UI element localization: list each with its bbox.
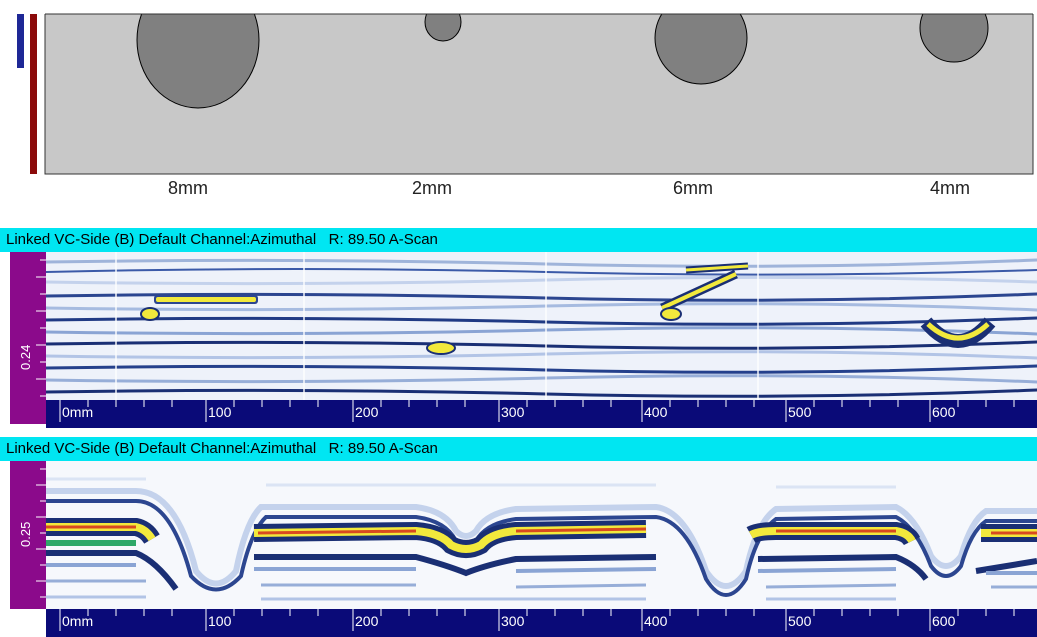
blue-indicator-bar xyxy=(17,14,24,68)
scan-banding xyxy=(46,477,1037,601)
distance-ruler: 0mm 100 200 300 400 500 600 xyxy=(46,400,1037,428)
defect-8mm xyxy=(136,0,260,109)
b-scan-image[interactable] xyxy=(46,461,1037,609)
ruler-label-600: 600 xyxy=(932,404,956,420)
depth-scale: 0.24 xyxy=(10,252,46,424)
depth-scale: 0.25 xyxy=(10,461,46,609)
red-indicator-bar xyxy=(30,14,37,174)
pipe-section-view xyxy=(0,0,1037,175)
ruler-label-600: 600 xyxy=(932,613,956,629)
defect-label-8mm: 8mm xyxy=(168,178,208,198)
distance-ruler: 0mm 100 200 300 400 500 600 xyxy=(46,609,1037,637)
ruler-label-300: 300 xyxy=(501,613,525,629)
depth-value: 0.25 xyxy=(18,521,33,547)
defect-diagram: 8mm 2mm 6mm 4mm xyxy=(0,0,1037,222)
ruler-label-500: 500 xyxy=(788,404,812,420)
defect-4mm xyxy=(919,0,989,63)
ruler-label-100: 100 xyxy=(208,613,232,629)
ruler-label-500: 500 xyxy=(788,613,812,629)
defect-indications xyxy=(140,262,996,355)
backwall-echo xyxy=(46,518,1037,558)
defect-label-2mm: 2mm xyxy=(412,178,452,198)
ruler-label-200: 200 xyxy=(355,613,379,629)
defect-6mm xyxy=(654,0,748,85)
ruler-label-400: 400 xyxy=(644,613,668,629)
depth-value: 0.24 xyxy=(18,344,33,370)
ruler-label-100: 100 xyxy=(208,404,232,420)
scan-seams xyxy=(115,252,759,400)
ruler-label-400: 400 xyxy=(644,404,668,420)
ruler-label-200: 200 xyxy=(355,404,379,420)
ruler-label-300: 300 xyxy=(501,404,525,420)
b-scan-image[interactable] xyxy=(46,252,1037,400)
scan-panel-1: Linked VC-Side (B) Default Channel:Azimu… xyxy=(0,228,1037,428)
defect-label-4mm: 4mm xyxy=(930,178,970,198)
ruler-label-0: 0mm xyxy=(62,404,94,420)
scan-panel-title: Linked VC-Side (B) Default Channel:Azimu… xyxy=(0,228,1037,252)
defect-label-6mm: 6mm xyxy=(673,178,713,198)
scan-panel-2: Linked VC-Side (B) Default Channel:Azimu… xyxy=(0,437,1037,637)
scan-panel-title: Linked VC-Side (B) Default Channel:Azimu… xyxy=(0,437,1037,461)
ruler-label-0: 0mm xyxy=(62,613,94,629)
